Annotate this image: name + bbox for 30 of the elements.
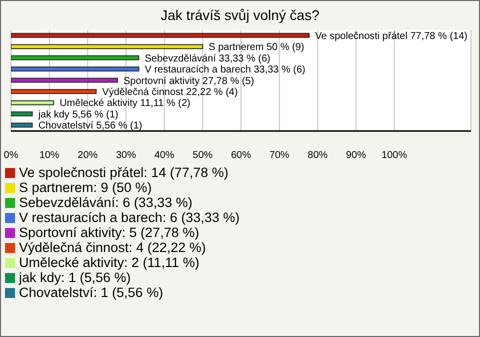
- legend-label: Sebevzdělávání: 6 (33,33 %): [19, 195, 192, 210]
- x-tick-label: 60%: [230, 150, 252, 162]
- legend-label: Ve společnosti přátel: 14 (77,78 %): [19, 165, 228, 180]
- data-label: Ve společnosti přátel 77,78 % (14): [315, 30, 468, 42]
- chart-title: Jak trávíš svůj volný čas?: [160, 7, 320, 25]
- x-tick-label: 70%: [269, 150, 290, 162]
- x-tick-label: 30%: [116, 150, 136, 162]
- x-tick-label: 10%: [39, 150, 60, 162]
- x-tick-label: 100%: [382, 150, 408, 162]
- x-tick-label: 40%: [154, 150, 174, 162]
- data-label: Sebevzdělávání 33,33 % (6): [144, 53, 270, 64]
- data-label: Výdělečná činnost 22,22 % (4): [102, 86, 238, 98]
- data-label: V restauracích a barech 33,33 % (6): [144, 64, 306, 76]
- data-label: Sportovní aktivity 27,78 % (5): [123, 76, 254, 87]
- x-tick-label: 90%: [346, 150, 366, 162]
- legend-label: Sportovní aktivity: 5 (27,78 %): [19, 225, 200, 240]
- data-label: Chovatelství 5,56 % (1): [38, 120, 142, 132]
- x-tick-label: 20%: [78, 150, 98, 162]
- data-label: Umělecké aktivity 11,11 % (2): [60, 98, 190, 110]
- legend-label: S partnerem: 9 (50 %): [19, 180, 152, 195]
- data-label: jak kdy 5,56 % (1): [37, 109, 118, 120]
- legend-label: Umělecké aktivity: 2 (11,11 %): [19, 255, 200, 270]
- legend-label: V restauracích a barech: 6 (33,33 %): [19, 210, 240, 225]
- x-tick-label: 50%: [192, 150, 213, 162]
- x-tick-label: 80%: [308, 150, 328, 162]
- data-label: S partnerem 50 % (9): [208, 42, 304, 54]
- legend-label: Chovatelství: 1 (5,56 %): [19, 285, 164, 300]
- x-tick-label: 0%: [4, 150, 18, 162]
- legend-label: jak kdy: 1 (5,56 %): [19, 270, 131, 285]
- legend-label: Výdělečná činnost: 4 (22,22 %): [19, 240, 206, 255]
